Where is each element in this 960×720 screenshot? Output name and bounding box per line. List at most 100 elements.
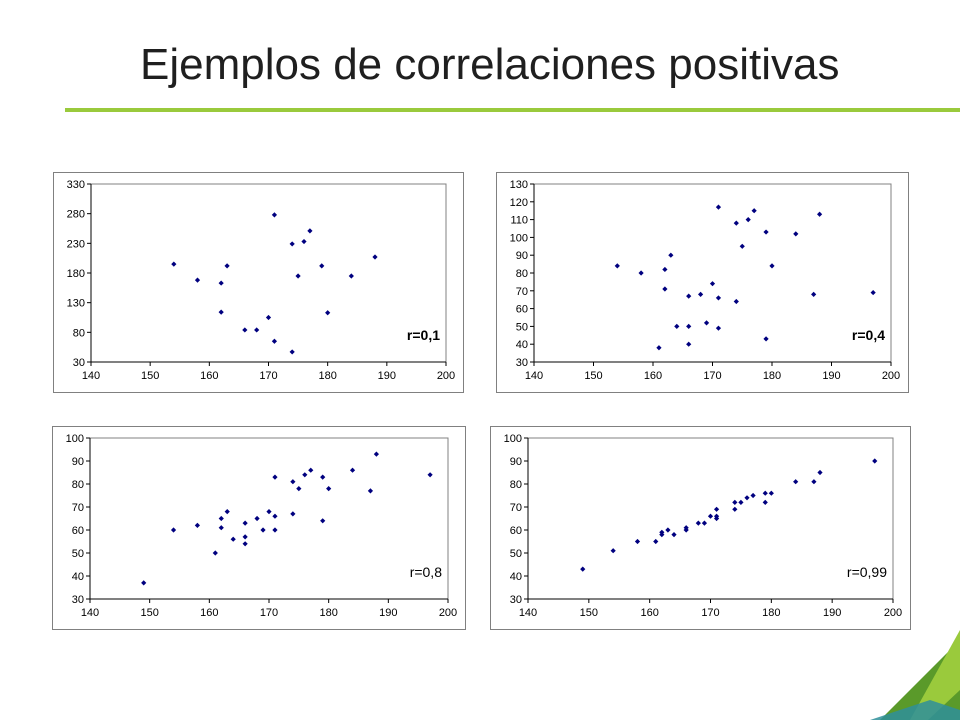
correlation-label: r=0,8 bbox=[410, 564, 443, 580]
data-point bbox=[793, 479, 799, 485]
x-tick-label: 180 bbox=[318, 370, 336, 382]
data-point bbox=[739, 243, 745, 249]
data-point bbox=[751, 208, 757, 214]
y-tick-label: 50 bbox=[516, 321, 528, 333]
data-point bbox=[750, 492, 756, 499]
data-point bbox=[872, 458, 878, 464]
data-point bbox=[763, 229, 769, 235]
y-tick-label: 70 bbox=[510, 502, 522, 514]
x-tick-label: 140 bbox=[82, 370, 100, 382]
y-tick-label: 110 bbox=[510, 215, 528, 227]
data-point bbox=[266, 509, 272, 515]
data-point bbox=[242, 541, 248, 547]
x-tick-label: 140 bbox=[81, 607, 99, 619]
data-point bbox=[707, 513, 714, 519]
data-point bbox=[308, 467, 314, 473]
y-tick-label: 80 bbox=[72, 479, 84, 491]
scatter-chart-r04: 30 40 50 60 70 80 90 100 110 120 130 140 150 160 170 18… bbox=[496, 172, 909, 393]
data-point bbox=[811, 479, 817, 485]
data-point bbox=[427, 472, 433, 478]
data-point bbox=[811, 291, 817, 297]
chart-canvas: 30 40 50 60 70 80 90 100 140 150 160 170 180 190 200 r=… bbox=[504, 433, 903, 619]
y-tick-label: 40 bbox=[72, 571, 84, 583]
data-point bbox=[762, 490, 768, 496]
x-tick-label: 150 bbox=[580, 607, 598, 619]
x-tick-label: 140 bbox=[525, 370, 543, 382]
y-tick-label: 80 bbox=[73, 327, 85, 339]
data-point bbox=[194, 277, 201, 283]
data-point bbox=[301, 238, 307, 245]
x-tick-label: 170 bbox=[703, 370, 721, 382]
y-tick-label: 100 bbox=[66, 433, 84, 445]
correlation-label: r=0,99 bbox=[847, 564, 887, 580]
y-tick-label: 40 bbox=[516, 339, 528, 351]
data-point bbox=[224, 263, 230, 269]
x-tick-label: 150 bbox=[140, 607, 158, 619]
scatter-chart-r099: 30 40 50 60 70 80 90 100 140 150 160 170 180 190 200 r=… bbox=[490, 426, 911, 630]
y-tick-label: 40 bbox=[510, 571, 522, 583]
y-tick-label: 60 bbox=[72, 525, 84, 537]
data-point bbox=[653, 538, 659, 545]
plot-area bbox=[90, 183, 447, 363]
data-point bbox=[272, 527, 278, 533]
y-tick-label: 130 bbox=[67, 298, 85, 310]
data-point bbox=[768, 490, 774, 496]
data-point bbox=[769, 263, 775, 269]
x-tick-label: 200 bbox=[439, 607, 457, 619]
data-point bbox=[634, 538, 641, 545]
data-point bbox=[254, 515, 260, 522]
y-tick-label: 30 bbox=[510, 594, 522, 606]
corner-decoration bbox=[870, 630, 960, 720]
slide-title: Ejemplos de correlaciones positivas bbox=[140, 40, 840, 89]
data-point bbox=[230, 536, 236, 542]
data-point bbox=[662, 266, 668, 273]
x-tick-label: 190 bbox=[379, 607, 397, 619]
data-point bbox=[763, 336, 769, 342]
y-tick-label: 130 bbox=[510, 179, 528, 191]
x-tick-label: 180 bbox=[319, 607, 337, 619]
data-point bbox=[614, 263, 620, 269]
y-tick-label: 180 bbox=[67, 268, 85, 280]
scatter-chart-r01: 30 80 130 180 230 280 330 140 150 160 170 180 190 200… bbox=[53, 172, 464, 393]
data-point bbox=[373, 451, 379, 457]
chart-canvas: 30 40 50 60 70 80 90 100 110 120 130 140 150 160 170 18… bbox=[510, 179, 901, 382]
y-tick-label: 70 bbox=[516, 286, 528, 298]
data-point bbox=[218, 525, 224, 531]
data-point bbox=[349, 467, 356, 473]
x-tick-label: 160 bbox=[200, 607, 218, 619]
x-tick-label: 140 bbox=[519, 607, 537, 619]
data-point bbox=[289, 349, 295, 355]
y-tick-label: 30 bbox=[516, 357, 528, 369]
data-point bbox=[218, 280, 224, 286]
data-point bbox=[348, 273, 354, 279]
x-tick-label: 190 bbox=[823, 607, 841, 619]
data-point bbox=[744, 495, 750, 501]
data-point bbox=[870, 289, 876, 296]
corner-shape-teal bbox=[870, 700, 960, 720]
x-tick-label: 150 bbox=[584, 370, 602, 382]
x-tick-label: 150 bbox=[141, 370, 159, 382]
x-tick-label: 180 bbox=[763, 370, 781, 382]
y-tick-label: 90 bbox=[516, 250, 528, 262]
y-tick-label: 60 bbox=[516, 304, 528, 316]
data-point bbox=[319, 263, 325, 269]
y-tick-label: 50 bbox=[72, 548, 84, 560]
x-tick-label: 170 bbox=[260, 607, 278, 619]
data-point bbox=[817, 211, 823, 217]
data-point bbox=[817, 469, 823, 476]
y-tick-label: 330 bbox=[67, 179, 85, 191]
plot-area bbox=[533, 183, 892, 363]
x-tick-label: 200 bbox=[884, 607, 902, 619]
y-tick-label: 280 bbox=[67, 209, 85, 221]
data-point bbox=[265, 314, 272, 321]
x-tick-label: 190 bbox=[378, 370, 396, 382]
correlation-label: r=0,1 bbox=[407, 327, 440, 343]
x-tick-label: 170 bbox=[259, 370, 277, 382]
data-point bbox=[709, 281, 716, 287]
y-tick-label: 30 bbox=[73, 357, 85, 369]
data-point bbox=[260, 527, 266, 533]
correlation-label: r=0,4 bbox=[852, 327, 885, 343]
data-point bbox=[212, 550, 218, 556]
data-point bbox=[170, 527, 177, 533]
title-underline-bar bbox=[65, 108, 960, 112]
